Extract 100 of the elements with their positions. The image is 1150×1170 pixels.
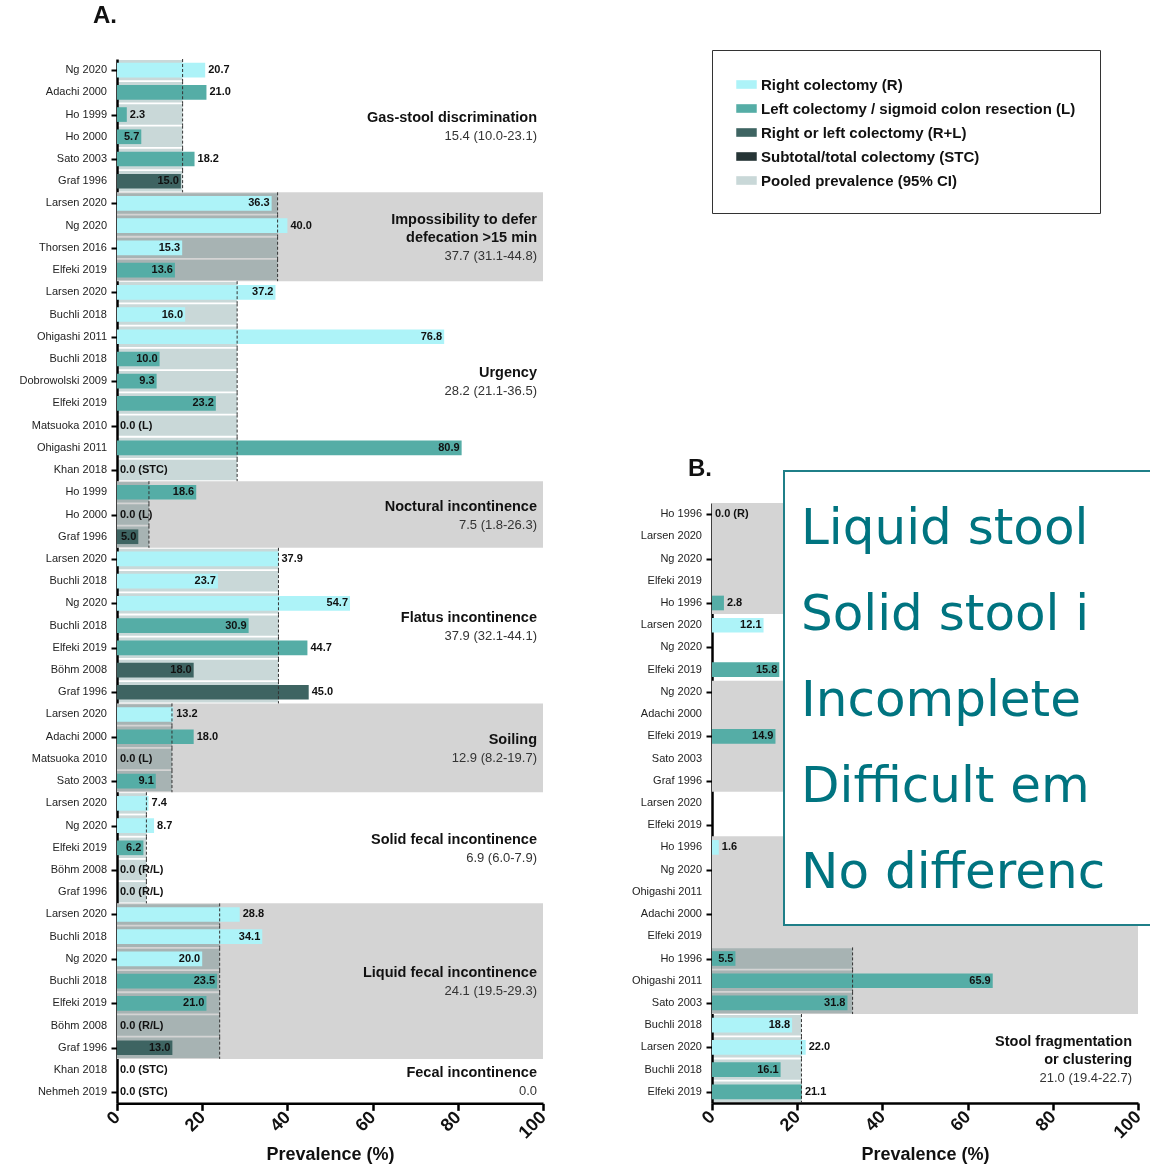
y-tick-label: Elfeki 2019 [52, 840, 107, 853]
y-tick-label: Larsen 2020 [640, 1040, 702, 1053]
annotation: Noctural incontinence 7.5 (1.8-26.3) [384, 497, 537, 532]
data-label: 9.1 [138, 774, 154, 787]
legend-label: Left colectomy / sigmoid colon resection (L) [761, 99, 1076, 117]
data-label: 13.6 [151, 263, 173, 276]
data-label: 13.2 [176, 707, 198, 720]
annotation: Impossibility to defer defecation >15 min 37.7 (31.1-44.8) [391, 210, 537, 263]
x-tick-label: 20 [180, 1107, 210, 1136]
y-tick-label: Elfeki 2019 [647, 818, 702, 831]
x-tick-label: 80 [1031, 1106, 1060, 1135]
y-tick-label: Graf 1996 [58, 885, 107, 898]
annotation: Solid fecal incontinence 6.9 (6.0-7.9) [371, 830, 537, 865]
data-label: 34.1 [238, 929, 261, 942]
data-label: 2.3 [129, 107, 146, 120]
data-label: 28.8 [242, 907, 265, 920]
y-tick-label: Thorsen 2016 [39, 240, 107, 253]
data-label: 44.7 [310, 640, 332, 653]
y-tick-label: Graf 1996 [58, 685, 107, 698]
x-tick-label: 80 [436, 1107, 465, 1136]
y-tick-label: Adachi 2000 [45, 85, 107, 98]
y-tick-label: Ng 2020 [660, 862, 702, 875]
y-tick-label: Elfeki 2019 [52, 396, 107, 409]
x-tick-label: 0 [697, 1106, 719, 1128]
data-label: 21.0 [183, 996, 205, 1009]
y-tick-label: Ho 1999 [65, 485, 107, 498]
y-tick-label: Graf 1996 [58, 174, 107, 187]
y-tick-label: Ho 1996 [660, 951, 702, 964]
legend-label: Right colectomy (R) [761, 75, 903, 93]
data-label: 21.0 [209, 85, 231, 98]
data-label: 0.0 (STC) [120, 1085, 169, 1098]
data-label: 2.8 [726, 595, 743, 608]
data-label: 21.1 [804, 1084, 827, 1097]
data-label: 15.3 [158, 240, 181, 253]
y-tick-label: Ng 2020 [65, 596, 107, 609]
legend-label: Right or left colectomy (R+L) [761, 123, 967, 141]
x-tick-label: 20 [775, 1106, 805, 1135]
data-label: 31.8 [824, 995, 846, 1008]
data-label: 7.4 [151, 796, 168, 809]
y-tick-label: Ng 2020 [65, 818, 107, 831]
data-label: 22.0 [808, 1040, 831, 1053]
y-tick-label: Ng 2020 [65, 63, 107, 76]
y-tick-label: Larsen 2020 [45, 707, 107, 720]
y-tick-label: Ng 2020 [660, 684, 702, 697]
annotation: Liquid stool [801, 497, 1090, 558]
x-axis-title: Prevalence (%) [861, 1144, 990, 1165]
data-label: 5.5 [718, 951, 734, 964]
y-tick-label: Ohigashi 2011 [631, 884, 702, 897]
y-tick-label: Matsuoka 2010 [31, 751, 107, 764]
data-label: 80.9 [438, 440, 460, 453]
data-label: 76.8 [420, 329, 443, 342]
data-label: 0.0 (R/L) [120, 863, 164, 876]
data-label: 0.0 (R/L) [120, 1018, 164, 1031]
y-tick-label: Ng 2020 [660, 551, 702, 564]
annotation: Soiling 12.9 (8.2-19.7) [451, 730, 537, 765]
y-tick-label: Ohigashi 2011 [631, 973, 702, 986]
y-tick-label: Ng 2020 [65, 218, 107, 231]
x-tick-label: 100 [1109, 1106, 1145, 1143]
y-tick-label: Ho 2000 [65, 129, 107, 142]
data-label: 0.0 (STC) [120, 463, 169, 476]
data-label: 15.0 [157, 174, 179, 187]
y-tick-label: Elfeki 2019 [52, 640, 107, 653]
data-label: 54.7 [326, 596, 349, 609]
data-label: 37.9 [281, 551, 303, 564]
y-tick-label: Buchli 2018 [644, 1062, 702, 1075]
annotation: Gas-stool discrimination 15.4 (10.0-23.1) [367, 108, 537, 143]
data-label: 12.1 [740, 618, 762, 631]
y-tick-label: Khan 2018 [53, 1063, 107, 1076]
y-tick-label: Adachi 2000 [640, 907, 702, 920]
data-label: 16.1 [757, 1062, 779, 1075]
data-label: 20.0 [178, 951, 201, 964]
annotation: Fecal incontinence 0.0 [406, 1064, 537, 1099]
y-tick-label: Ho 1996 [660, 840, 702, 853]
x-tick-label: 40 [860, 1106, 890, 1135]
y-tick-label: Graf 1996 [58, 529, 107, 542]
x-tick-label: 40 [265, 1107, 295, 1136]
annotation: No differenc [801, 841, 1107, 902]
legend-label: Pooled prevalence (95% CI) [761, 171, 957, 189]
y-tick-label: Adachi 2000 [640, 707, 702, 720]
y-tick-label: Ohigashi 2011 [36, 329, 107, 342]
y-tick-label: Elfeki 2019 [52, 263, 107, 276]
data-label: 37.2 [252, 285, 274, 298]
y-tick-label: Ho 2000 [65, 507, 107, 520]
data-label: 0.0 (L) [120, 507, 153, 520]
y-tick-label: Buchli 2018 [49, 929, 107, 942]
y-tick-label: Matsuoka 2010 [31, 418, 107, 431]
y-tick-label: Graf 1996 [58, 1040, 107, 1053]
y-tick-label: Sato 2003 [651, 995, 702, 1008]
annotation: Flatus incontinence 37.9 (32.1-44.1) [400, 608, 537, 643]
data-label: 18.0 [170, 663, 192, 676]
y-tick-label: Graf 1996 [653, 773, 702, 786]
data-label: 30.9 [225, 618, 247, 631]
data-label: 65.9 [969, 973, 991, 986]
y-tick-label: Larsen 2020 [640, 795, 702, 808]
data-label: 18.0 [196, 729, 219, 742]
y-tick-label: Buchli 2018 [49, 974, 107, 987]
y-tick-label: Elfeki 2019 [52, 996, 107, 1009]
legend-label: Subtotal/total colectomy (STC) [761, 147, 980, 165]
y-tick-label: Ho 1999 [65, 107, 107, 120]
y-tick-label: Elfeki 2019 [647, 1084, 702, 1097]
